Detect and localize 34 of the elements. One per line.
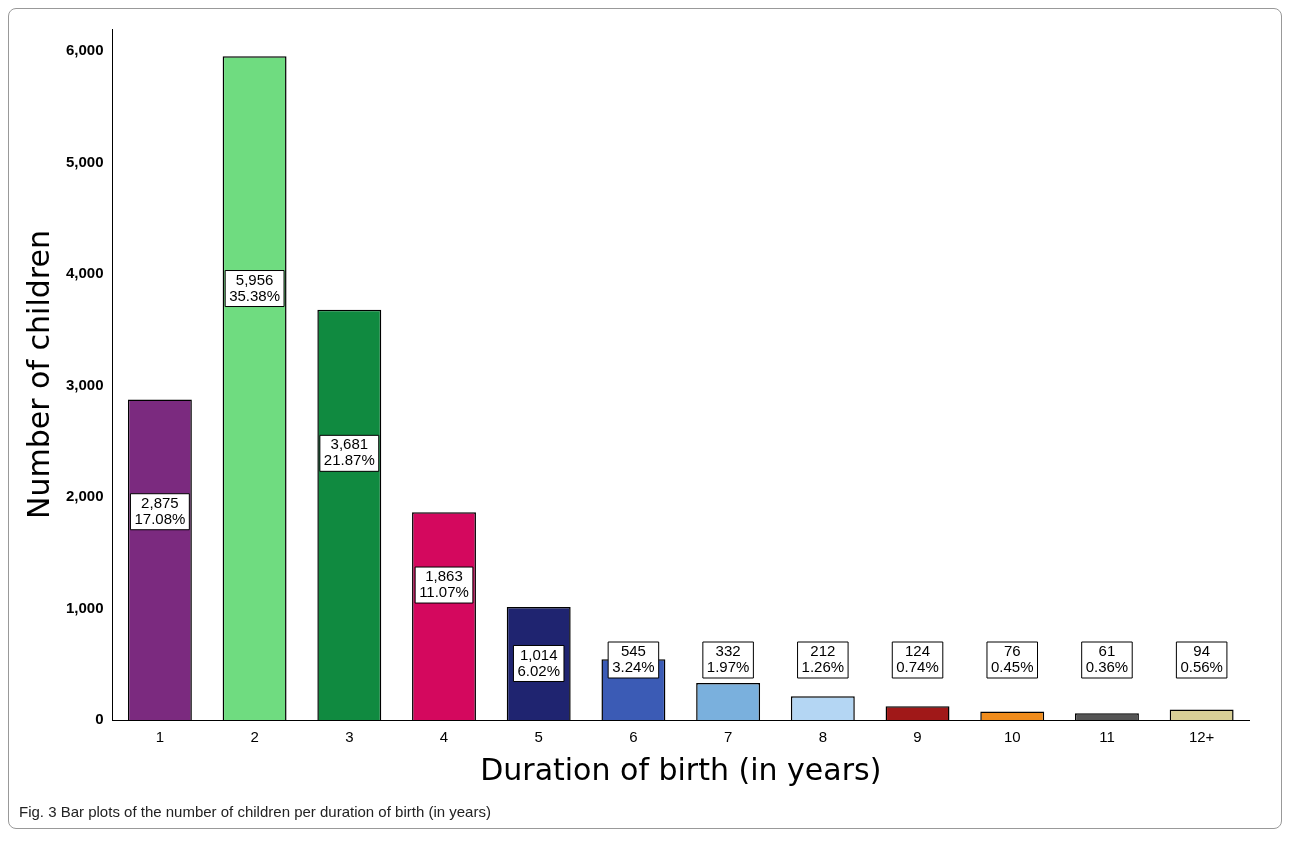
data-label: 1,014 6.02%	[517, 645, 560, 679]
x-tick-label: 1	[155, 728, 165, 746]
x-tick-label: 2	[250, 728, 259, 746]
x-tick-label: 10	[1003, 728, 1021, 746]
caption: Fig. 3 Bar plots of the number of children per duration of birth (in years)	[18, 802, 492, 822]
x-axis-title: Duration of birth (in years)	[480, 751, 882, 787]
data-label: 124 0.74%	[896, 642, 939, 676]
x-tick-label: 12+	[1188, 728, 1215, 746]
data-label: 5,956 35.38%	[229, 270, 281, 304]
x-tick-label: 11	[1099, 728, 1115, 746]
data-label: 545 3.24%	[612, 642, 655, 676]
data-label: 2,875 17.08%	[134, 493, 186, 527]
data-label: 61 0.36%	[1085, 642, 1129, 676]
x-tick-label: 5	[534, 728, 543, 746]
y-tick-label: 5,000	[65, 152, 104, 170]
data-label: 94 0.56%	[1180, 642, 1223, 676]
y-axis-title: Number of children	[20, 230, 56, 519]
data-label: 212 1.26%	[801, 642, 845, 676]
y-tick-label: 6,000	[65, 41, 104, 59]
data-label: 76 0.45%	[990, 642, 1034, 676]
y-tick-label: 2,000	[65, 487, 104, 505]
y-tick-label: 4,000	[65, 264, 104, 282]
x-tick-label: 6	[629, 728, 638, 746]
x-tick-label: 9	[913, 728, 922, 746]
data-label: 3,681 21.87%	[323, 435, 375, 469]
x-tick-label: 4	[439, 728, 449, 746]
data-label: 332 1.97%	[706, 642, 750, 676]
x-tick-label: 3	[345, 728, 354, 746]
y-tick-label: 0	[95, 710, 104, 728]
x-tick-label: 8	[818, 728, 827, 746]
data-label: 1,863 11.07%	[419, 567, 469, 601]
x-tick-label: 7	[723, 728, 733, 746]
y-tick-label: 1,000	[65, 598, 104, 616]
y-tick-label: 3,000	[65, 375, 104, 393]
